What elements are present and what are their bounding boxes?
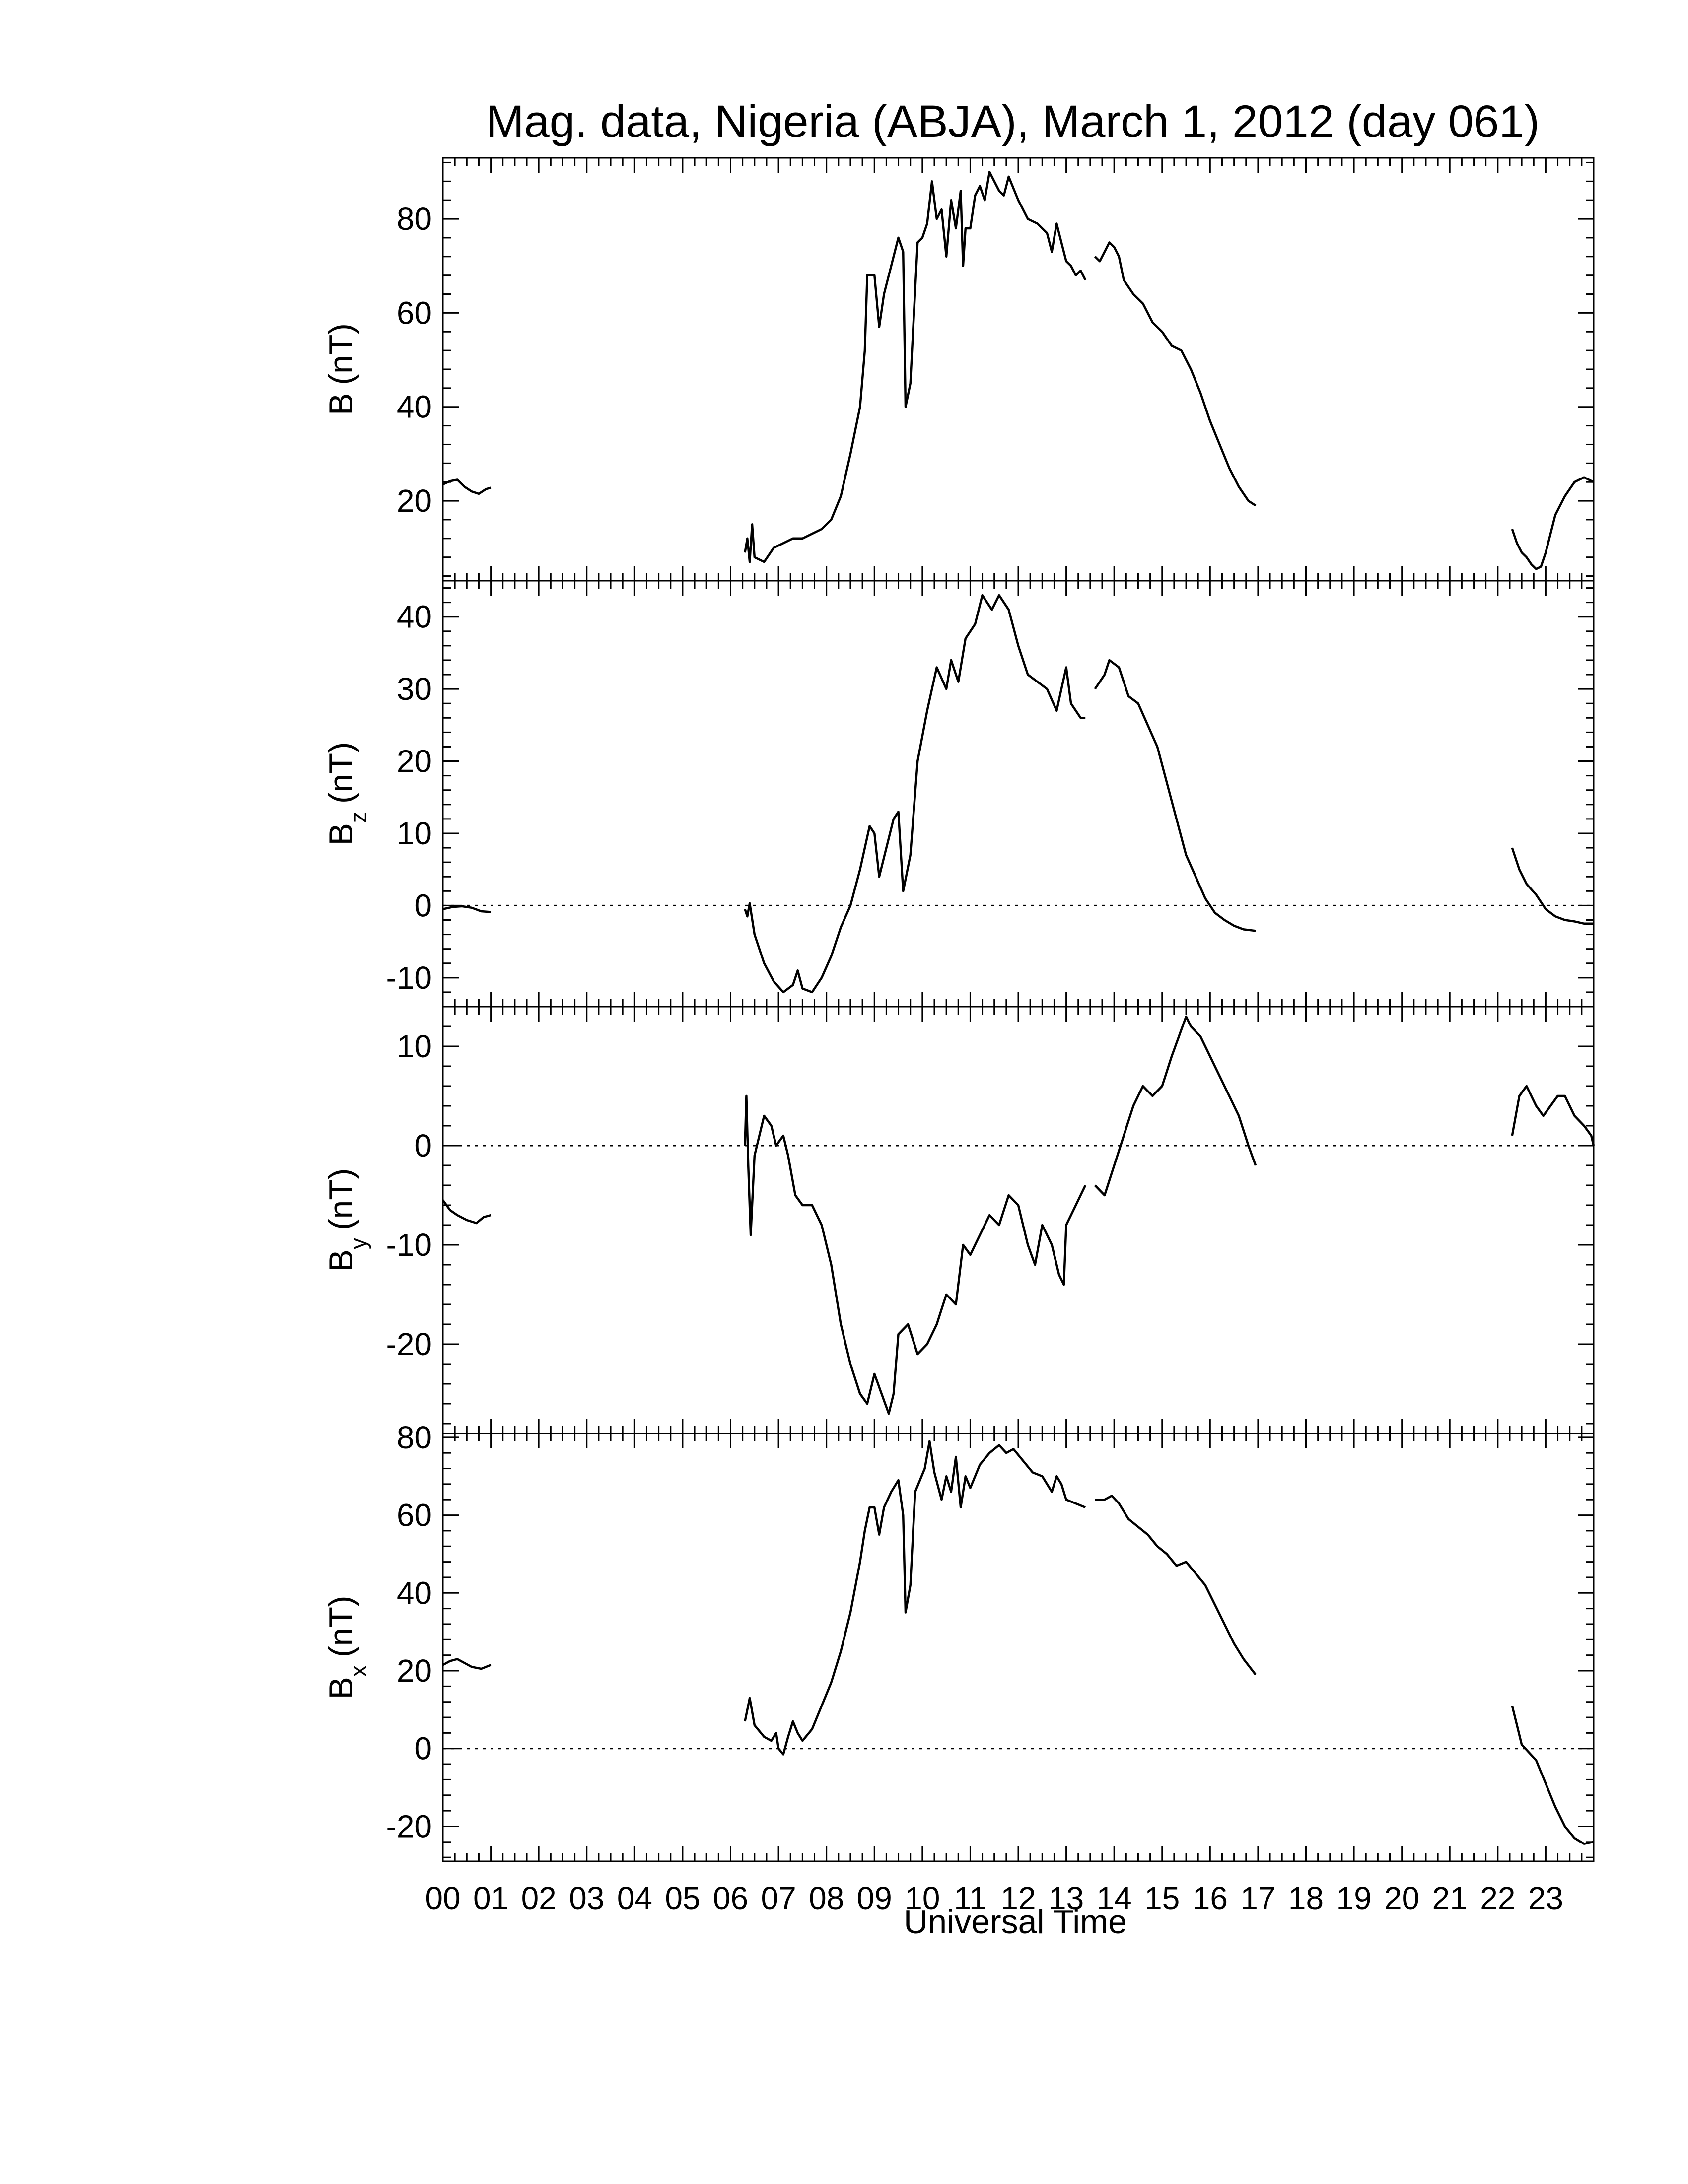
y-tick-label: -20 [386,1326,432,1362]
series-bx-segment-1 [442,1658,492,1670]
y-axis-label-unit: (nT) [322,1595,360,1657]
x-tick-label: 20 [1384,1880,1419,1916]
series-bz-segment-4 [1511,847,1594,925]
chart-title: Mag. data, Nigeria (ABJA), March 1, 2012… [486,96,1540,147]
x-tick-label: 13 [1049,1880,1084,1916]
x-tick-label: 18 [1288,1880,1324,1916]
y-tick-label: 20 [397,1653,432,1689]
x-tick-label: 22 [1480,1880,1515,1916]
series-b-segment-4 [1511,476,1594,570]
y-tick-label: -10 [386,1227,432,1263]
panel-bz: -10 0 10 20 30 40 Bz (nT) [322,580,1595,1008]
y-tick-label: 60 [397,1498,432,1533]
y-tick-label: -20 [386,1808,432,1844]
y-tick-label: 20 [397,483,432,519]
series-bx-segment-3 [1095,1495,1257,1676]
y-axis-label: B (nT) [322,323,360,415]
series-bz-segment-1 [442,905,491,913]
y-axis-label-subscript: z [346,812,371,823]
x-tick-label: 14 [1097,1880,1132,1916]
x-tick-label: 10 [905,1880,940,1916]
y-axis-label-main: B [322,1677,360,1699]
y-tick-label: 60 [397,295,432,331]
x-tick-label: 07 [761,1880,796,1916]
x-tick-label: 05 [665,1880,700,1916]
y-tick-label: 40 [397,1575,432,1611]
x-tick-label: 08 [809,1880,844,1916]
x-tick-label: 19 [1336,1880,1371,1916]
series-b-segment-3 [1094,241,1257,507]
series-bz-segment-3 [1094,659,1256,932]
y-tick-label: 0 [414,1128,432,1163]
y-axis-label-subscript: y [346,1238,371,1249]
series-bx-segment-4 [1511,1705,1594,1845]
series-by-segment-4 [1511,1085,1595,1146]
series-bx-segment-2 [744,1440,1086,1756]
y-axis-label-main: B [322,823,360,845]
series-b-segment-1 [442,478,492,495]
x-axis: 00 01 02 03 04 05 06 07 08 09 10 11 12 13 14 15 16 17 18 19… [425,1880,1563,1916]
x-tick-label: 12 [1000,1880,1036,1916]
y-tick-label: 20 [397,744,432,779]
y-axis-label-main: B [322,393,360,415]
y-tick-label: 40 [397,599,432,635]
series-by-segment-1 [442,1199,492,1225]
x-tick-label: 16 [1193,1880,1228,1916]
x-tick-label: 02 [521,1880,557,1916]
x-tick-label: 06 [713,1880,748,1916]
panel-by: -20 -10 0 10 By (nT) [322,1006,1595,1434]
panel-bx: -20 0 20 40 60 80 Bx (nT) [322,1420,1595,1862]
y-tick-label: -10 [386,960,432,996]
y-tick-label: 40 [397,389,432,425]
y-tick-label: 30 [397,671,432,707]
x-tick-label: 15 [1144,1880,1180,1916]
y-axis-label-unit: (nT) [322,1168,360,1230]
y-tick-label: 0 [414,1731,432,1767]
x-tick-label: 09 [857,1880,892,1916]
x-tick-label: 23 [1528,1880,1563,1916]
x-tick-label: 11 [954,1880,986,1916]
y-tick-label: 10 [397,1028,432,1064]
y-axis-label-main: B [322,1249,360,1272]
y-tick-label: 0 [414,887,432,923]
y-tick-label: 10 [397,816,432,851]
y-axis-label: By (nT) [322,1168,371,1272]
x-axis-label: Universal Time [904,1903,1127,1941]
series-bz-segment-2 [744,594,1086,994]
series-b-segment-2 [744,171,1087,563]
y-axis-label-unit: (nT) [322,742,360,804]
y-axis-label: Bx (nT) [322,1595,371,1699]
panel-b: 20 40 60 80 B (nT) [322,157,1595,582]
x-tick-label: 04 [617,1880,652,1916]
x-tick-label: 00 [425,1880,460,1916]
panels-group: 20 40 60 80 B (nT) -10 0 10 20 30 40 Bz (nT) -20 -10 0 10… [322,157,1595,1862]
x-tick-label: 01 [473,1880,508,1916]
y-tick-label: 80 [397,1420,432,1455]
x-tick-label: 21 [1432,1880,1468,1916]
series-by-segment-3 [1094,1015,1257,1197]
x-tick-label: 03 [569,1880,604,1916]
x-tick-label: 17 [1240,1880,1275,1916]
y-tick-label: 80 [397,201,432,237]
y-axis-label-subscript: x [346,1665,371,1677]
series-by-segment-2 [744,1094,1087,1415]
y-axis-label-unit: (nT) [322,323,360,385]
y-axis-label: Bz (nT) [322,742,371,845]
